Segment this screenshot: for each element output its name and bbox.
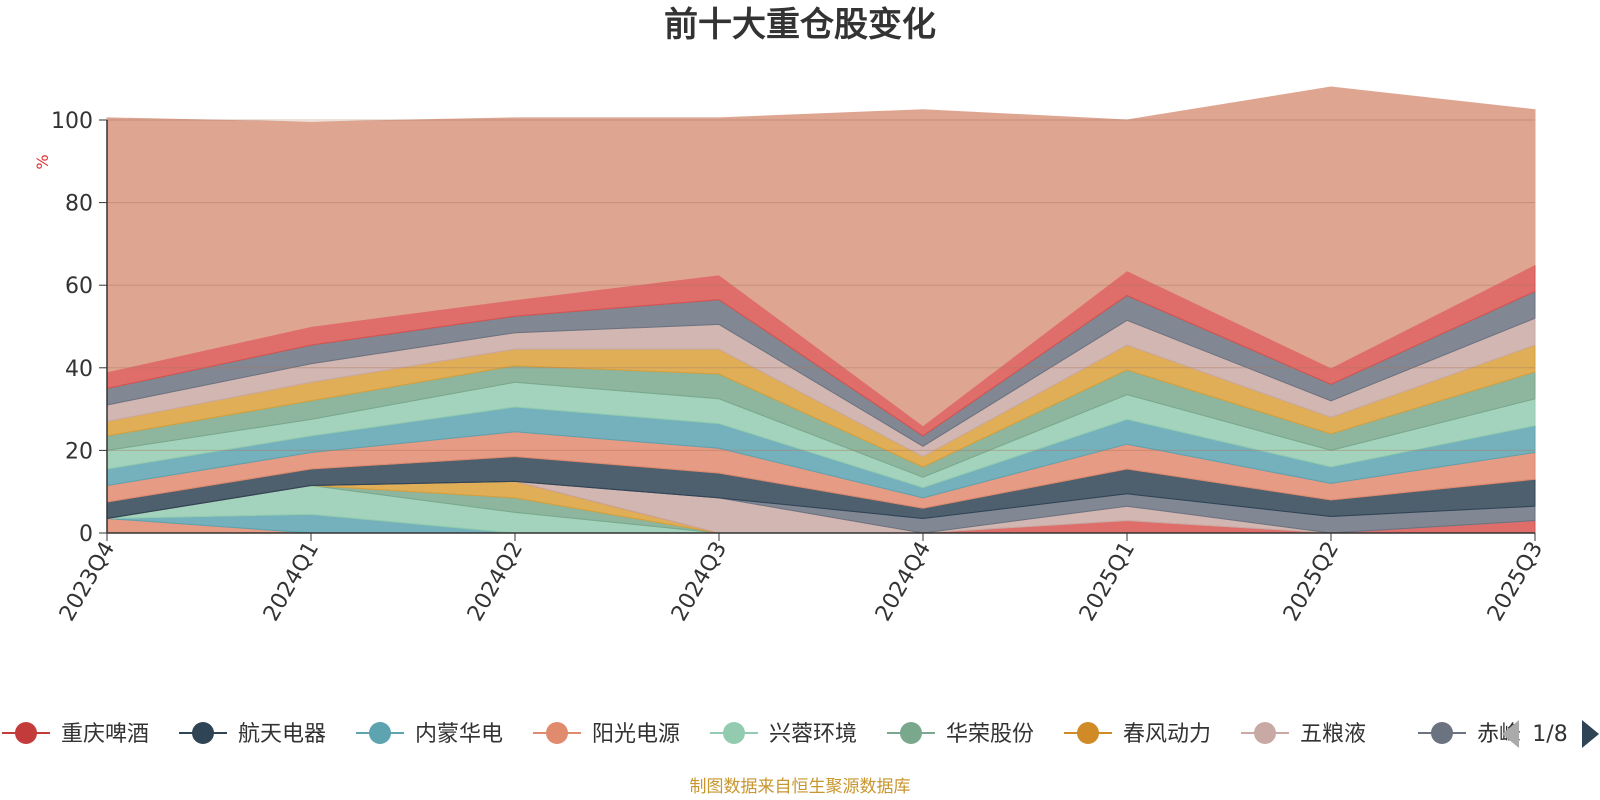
area-series-18[interactable] [106,86,1536,427]
y-tick-label: 60 [65,274,93,299]
legend-label: 兴蓉环境 [769,722,857,747]
legend-item[interactable]: 阳光电源 [533,722,680,747]
legend-marker [1077,722,1099,744]
legend-marker [1254,722,1276,744]
area-series-group [106,86,1536,534]
legend-label: 内蒙华电 [415,722,503,747]
legend-marker [900,722,922,744]
y-axis-unit: % [33,154,52,169]
legend-marker [546,722,568,744]
legend-marker [369,722,391,744]
legend-item[interactable]: 内蒙华电 [356,722,503,747]
legend-label: 五粮液 [1300,722,1366,747]
legend-label: 华荣股份 [946,722,1034,747]
legend-label: 阳光电源 [592,722,680,747]
x-tick-label: 2025Q3 [1483,538,1548,626]
y-tick-label: 0 [79,522,93,547]
x-tick-label: 2024Q4 [871,538,936,626]
legend-next-page-icon[interactable] [1582,720,1599,748]
y-tick-label: 40 [65,357,93,382]
legend[interactable]: 重庆啤酒 航天电器 内蒙华电 阳光电源 兴蓉环境 华荣股份 春风动力 五粮液 赤峰 1/8 [2,720,1599,748]
legend-marker [1431,722,1453,744]
x-tick-label: 2025Q1 [1075,538,1140,626]
legend-prev-page-icon[interactable] [1502,720,1519,748]
legend-marker [192,722,214,744]
y-tick-label: 100 [51,109,93,134]
legend-marker [723,722,745,744]
x-tick-label: 2024Q3 [667,538,732,626]
legend-item[interactable]: 华荣股份 [887,722,1034,747]
y-tick-label: 20 [65,439,93,464]
legend-page-indicator: 1/8 [1532,722,1567,747]
legend-label: 重庆啤酒 [61,722,149,747]
legend-item[interactable]: 五粮液 [1241,722,1366,747]
x-tick-label: 2024Q2 [463,538,528,626]
legend-label: 航天电器 [238,722,326,747]
x-tick-label: 2023Q4 [55,538,120,626]
x-tick-label: 2024Q1 [259,538,324,626]
legend-marker [15,722,37,744]
chart-title: 前十大重仓股变化 [664,5,936,45]
legend-item[interactable]: 兴蓉环境 [710,722,857,747]
x-tick-label: 2025Q2 [1279,538,1344,626]
source-note: 制图数据来自恒生聚源数据库 [690,777,911,797]
y-tick-label: 80 [65,192,93,217]
legend-item[interactable]: 航天电器 [179,722,326,747]
gridlines [107,119,1535,451]
legend-label: 春风动力 [1123,722,1211,747]
legend-item[interactable]: 春风动力 [1064,722,1211,747]
legend-item[interactable]: 重庆啤酒 [2,722,149,747]
